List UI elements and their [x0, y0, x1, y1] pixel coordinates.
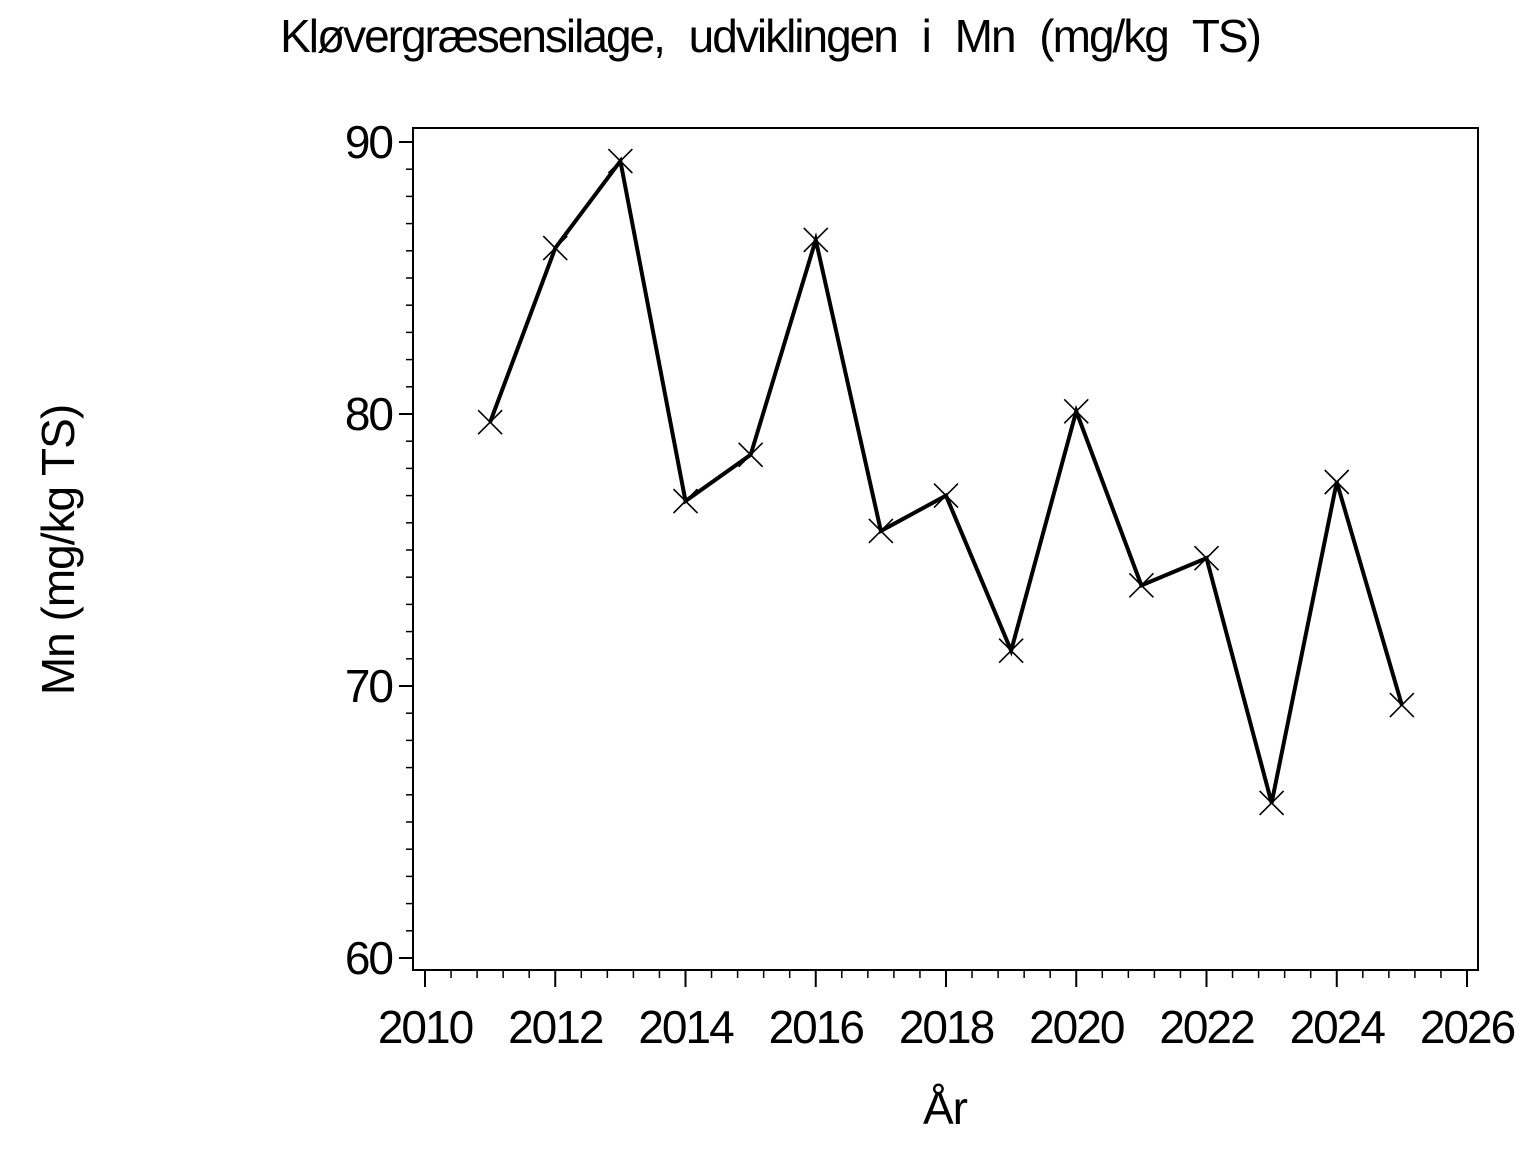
y-tick-label: 80 — [345, 388, 393, 440]
data-point-marker — [803, 227, 829, 253]
data-point-marker — [998, 638, 1024, 664]
data-point-marker — [542, 235, 568, 261]
data-point-marker — [477, 409, 503, 435]
x-tick-label: 2020 — [1029, 1001, 1124, 1053]
data-point-marker — [672, 488, 699, 514]
data-point-marker — [868, 518, 894, 544]
plot-frame — [412, 127, 1479, 971]
data-point-marker — [607, 148, 633, 174]
x-axis-label: År — [923, 1082, 968, 1134]
plot-area: 2010 2012 2014 2016 2018 2020 2022 2024 2026 90 80… — [345, 116, 1517, 1053]
x-tick-label: 2026 — [1420, 1001, 1515, 1053]
y-axis-label: Mn (mg/kg TS) — [32, 405, 84, 695]
y-tick-label: 60 — [345, 932, 393, 984]
chart-title: Kløvergræsensilage, udviklingen i Mn (mg… — [280, 10, 1260, 62]
data-point-marker — [1063, 398, 1089, 424]
data-point-marker — [1389, 692, 1415, 718]
y-tick-label: 90 — [345, 116, 393, 168]
x-tick-label: 2012 — [508, 1001, 603, 1053]
x-tick-label: 2018 — [899, 1001, 994, 1053]
data-point-marker — [738, 442, 764, 468]
data-point-marker — [1128, 572, 1154, 598]
data-line — [488, 156, 1404, 804]
x-tick-label: 2022 — [1159, 1001, 1254, 1053]
x-tick-label: 2016 — [769, 1001, 864, 1053]
x-tick-label: 2010 — [378, 1001, 473, 1053]
y-tick-label: 70 — [345, 660, 393, 712]
x-tick-label: 2024 — [1290, 1001, 1386, 1053]
data-point-marker — [1193, 545, 1220, 571]
data-point-marker — [1259, 790, 1285, 816]
x-tick-label: 2014 — [638, 1001, 734, 1053]
data-point-marker — [1324, 469, 1350, 495]
data-point-marker — [933, 483, 959, 509]
